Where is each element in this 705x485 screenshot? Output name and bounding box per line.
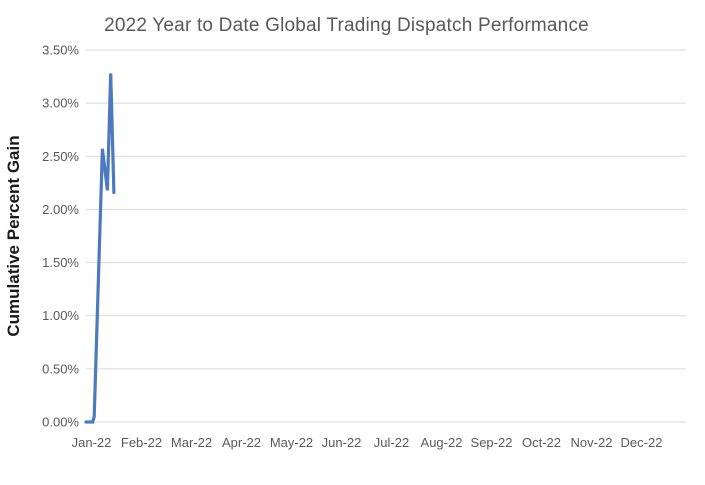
- gridlines: [86, 49, 686, 423]
- y-tick-label: 3.50%: [42, 43, 79, 58]
- y-tick-label: 0.00%: [42, 415, 79, 430]
- x-tick-label: Sep-22: [471, 435, 513, 450]
- x-tick-label: Jun-22: [322, 435, 362, 450]
- chart-title: 2022 Year to Date Global Trading Dispatc…: [104, 15, 589, 36]
- x-tick-label: Jan-22: [72, 435, 112, 450]
- x-axis-tick-labels: Jan-22 Feb-22 Mar-22 Apr-22 May-22 Jun-22 Jul-…: [72, 435, 663, 450]
- x-tick-label: Nov-22: [571, 435, 613, 450]
- y-axis-title: Cumulative Percent Gain: [4, 135, 23, 337]
- y-tick-label: 1.50%: [42, 255, 79, 270]
- x-tick-label: Feb-22: [121, 435, 162, 450]
- x-tick-label: Oct-22: [522, 435, 561, 450]
- x-tick-label: Jul-22: [374, 435, 409, 450]
- y-tick-label: 3.00%: [42, 96, 79, 111]
- y-tick-label: 2.00%: [42, 202, 79, 217]
- y-tick-label: 0.50%: [42, 361, 79, 376]
- x-tick-label: May-22: [270, 435, 313, 450]
- data-series: [84, 73, 116, 424]
- y-tick-label: 2.50%: [42, 149, 79, 164]
- x-tick-label: Mar-22: [171, 435, 212, 450]
- series-line-cumulative-percent-gain: [84, 73, 116, 424]
- x-tick-label: Aug-22: [421, 435, 463, 450]
- y-axis-tick-labels: 0.00% 0.50% 1.00% 1.50% 2.00% 2.50% 3.00% 3.50%: [42, 43, 79, 430]
- y-tick-label: 1.00%: [42, 308, 79, 323]
- x-tick-label: Dec-22: [621, 435, 663, 450]
- x-tick-label: Apr-22: [222, 435, 261, 450]
